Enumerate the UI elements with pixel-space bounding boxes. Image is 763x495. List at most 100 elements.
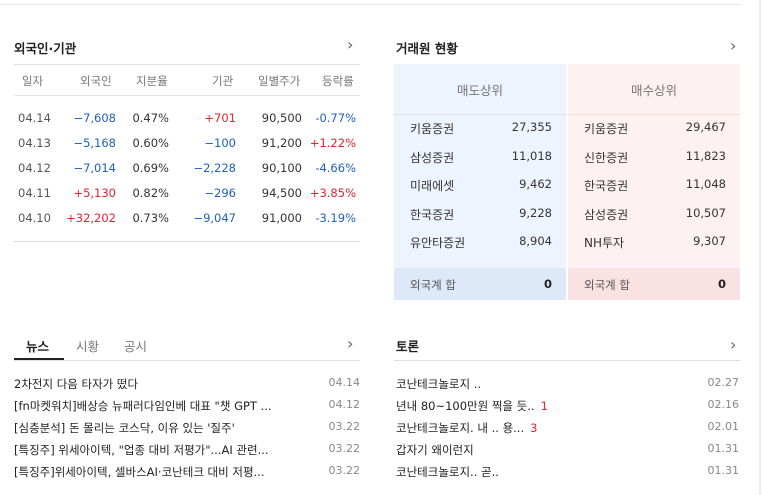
- discussion-title[interactable]: 년내 80~100만원 찍을 듯.. 1: [396, 398, 686, 414]
- discussion-item[interactable]: 코난테크놀로지 .. 02.27: [396, 376, 739, 396]
- active-tab-indicator: [14, 358, 64, 360]
- news-title[interactable]: 2차전지 다음 타자가 떴다: [14, 377, 139, 391]
- news-item[interactable]: [특징주]위세아이텍, 셀바스AI·코난테크 대비 저평... 03.22: [14, 464, 360, 484]
- news-title[interactable]: [fn마켓워치]배상승 뉴패러다임인베 대표 "챗 GPT ...: [14, 399, 272, 413]
- chevron-right-icon[interactable]: ›: [347, 334, 354, 353]
- news-date: 04.12: [328, 398, 361, 411]
- news-tabs: 뉴스 시황 공시: [14, 330, 360, 361]
- cell-price: 94,500: [261, 186, 302, 200]
- discussion-title-text: 코난테크놀로지. 내 .. 용...: [396, 421, 525, 435]
- broker-name: 키움증권: [584, 122, 629, 136]
- news-title[interactable]: [특징주]위세아이텍, 셀바스AI·코난테크 대비 저평...: [14, 465, 265, 479]
- discussion-title-text: 년내 80~100만원 찍을 듯..: [396, 399, 535, 413]
- discussion-title[interactable]: 코난테크놀로지.. 곧..: [396, 464, 686, 480]
- col-foreign: 외국인: [80, 74, 112, 88]
- investor-title: 외국인·기관: [14, 41, 77, 56]
- cell-price: 90,500: [261, 111, 302, 125]
- chevron-right-icon[interactable]: ›: [730, 335, 737, 354]
- tab-market[interactable]: 시황: [76, 339, 100, 354]
- cell-date: 04.11: [18, 186, 51, 200]
- broker-title: 거래원 현황: [396, 41, 458, 56]
- cell-change: +1.22%: [309, 136, 356, 150]
- cell-price: 91,200: [261, 136, 302, 150]
- divider: [394, 114, 566, 115]
- buy-top-column: 매수상위 외국계 합 0 키움증권 29,467 신한증권 11,823 한국증권 11,…: [568, 64, 740, 300]
- foreign-total-value: 0: [717, 277, 726, 291]
- table-row: 04.11 +5,130 0.82% −296 94,500 +3.85%: [14, 181, 360, 206]
- discussion-item[interactable]: 코난테크놀로지.. 곧.. 01.31: [396, 464, 739, 484]
- scrollbar[interactable]: [759, 0, 761, 495]
- discussion-title[interactable]: 코난테크놀로지. 내 .. 용... 3: [396, 420, 686, 436]
- table-row: 04.10 +32,202 0.73% −9,047 91,000 -3.19%: [14, 206, 360, 231]
- foreign-total-value: 0: [543, 277, 552, 291]
- buy-top-header: 매수상위: [630, 83, 677, 98]
- discussion-title-text: 코난테크놀로지.. 곧..: [396, 465, 499, 479]
- cell-change: -3.19%: [315, 211, 356, 225]
- table-row: 04.13 −5,168 0.60% −100 91,200 +1.22%: [14, 131, 360, 156]
- news-date: 04.14: [328, 376, 361, 389]
- col-change: 등락률: [322, 74, 354, 88]
- broker-name: NH투자: [584, 236, 625, 250]
- discussion-title[interactable]: 갑자기 왜이런지: [396, 442, 686, 458]
- cell-inst: −296: [204, 186, 236, 200]
- tab-news[interactable]: 뉴스: [26, 339, 50, 354]
- foreign-total-label: 외국계 합: [584, 278, 630, 292]
- news-item[interactable]: [심층분석] 돈 몰리는 코스닥, 이유 있는 '질주' 03.22: [14, 420, 360, 440]
- discussion-title-text: 코난테크놀로지 ..: [396, 377, 482, 391]
- news-title[interactable]: [특징주] 위세아이텍, "업종 대비 저평가"...AI 관련...: [14, 443, 269, 457]
- table-row: 04.12 −7,014 0.69% −2,228 90,100 -4.66%: [14, 156, 360, 181]
- news-title[interactable]: [심층분석] 돈 몰리는 코스닥, 이유 있는 '질주': [14, 421, 235, 435]
- broker-row: 한국증권 9,228: [394, 206, 566, 226]
- chevron-right-icon[interactable]: ›: [347, 35, 354, 54]
- col-share: 지분율: [136, 74, 168, 88]
- cell-share: 0.60%: [132, 136, 169, 150]
- cell-inst: −100: [204, 136, 236, 150]
- col-inst: 기관: [212, 74, 234, 88]
- buy-foreign-total: 외국계 합 0: [568, 268, 740, 300]
- cell-price: 90,100: [261, 161, 302, 175]
- col-date: 일자: [22, 74, 44, 88]
- cell-date: 04.10: [18, 211, 51, 225]
- news-item[interactable]: [특징주] 위세아이텍, "업종 대비 저평가"...AI 관련... 03.22: [14, 442, 360, 462]
- broker-row: NH투자 9,307: [568, 234, 740, 254]
- cell-date: 04.14: [18, 111, 51, 125]
- cell-date: 04.12: [18, 161, 51, 175]
- tab-disclosure[interactable]: 공시: [124, 339, 148, 354]
- discussion-title: 토론: [396, 339, 420, 354]
- cell-inst: −9,047: [193, 211, 236, 225]
- broker-row: 삼성증권 11,018: [394, 149, 566, 169]
- broker-row: 한국증권 11,048: [568, 177, 740, 197]
- cell-share: 0.73%: [132, 211, 169, 225]
- investor-table: 일자 외국인 지분율 기관 일별주가 등락률 04.14 −7,608 0.47% +…: [14, 64, 360, 242]
- cell-foreign: −5,168: [73, 136, 116, 150]
- investor-table-header: 일자 외국인 지분율 기관 일별주가 등락률: [14, 64, 360, 96]
- news-date: 03.22: [328, 442, 361, 455]
- cell-foreign: −7,014: [73, 161, 116, 175]
- cell-foreign: +32,202: [66, 211, 116, 225]
- broker-name: 한국증권: [410, 207, 455, 222]
- news-item[interactable]: [fn마켓워치]배상승 뉴패러다임인베 대표 "챗 GPT ... 04.12: [14, 398, 360, 418]
- cell-change: -0.77%: [315, 111, 356, 125]
- discussion-item[interactable]: 갑자기 왜이런지 01.31: [396, 442, 739, 462]
- table-row: 04.14 −7,608 0.47% +701 90,500 -0.77%: [14, 106, 360, 131]
- investor-table-body: 04.14 −7,608 0.47% +701 90,500 -0.77% 04.13 −5,…: [14, 96, 360, 242]
- chevron-right-icon[interactable]: ›: [730, 36, 737, 55]
- broker-panel: 매도상위 외국계 합 0 키움증권 27,355 삼성증권 11,018 미래에셋 9,4…: [394, 64, 741, 300]
- discussion-date: 01.31: [707, 464, 740, 477]
- divider: [568, 114, 740, 115]
- cell-price: 91,000: [261, 211, 302, 225]
- sell-foreign-total: 외국계 합 0: [394, 268, 566, 300]
- news-item[interactable]: 2차전지 다음 타자가 떴다 04.14: [14, 376, 360, 396]
- foreign-total-label: 외국계 합: [410, 278, 456, 292]
- discussion-item[interactable]: 코난테크놀로지. 내 .. 용... 3 02.01: [396, 420, 739, 440]
- discussion-title[interactable]: 코난테크놀로지 ..: [396, 376, 686, 392]
- broker-volume: 8,904: [519, 234, 552, 248]
- broker-name: 삼성증권: [410, 150, 455, 165]
- broker-row: 유안타증권 8,904: [394, 234, 566, 254]
- col-price: 일별주가: [258, 74, 301, 88]
- broker-name: 삼성증권: [584, 207, 629, 222]
- broker-volume: 9,307: [693, 234, 726, 248]
- cell-change: +3.85%: [309, 186, 356, 200]
- broker-volume: 9,462: [519, 177, 552, 191]
- discussion-item[interactable]: 년내 80~100만원 찍을 듯.. 1 02.16: [396, 398, 739, 418]
